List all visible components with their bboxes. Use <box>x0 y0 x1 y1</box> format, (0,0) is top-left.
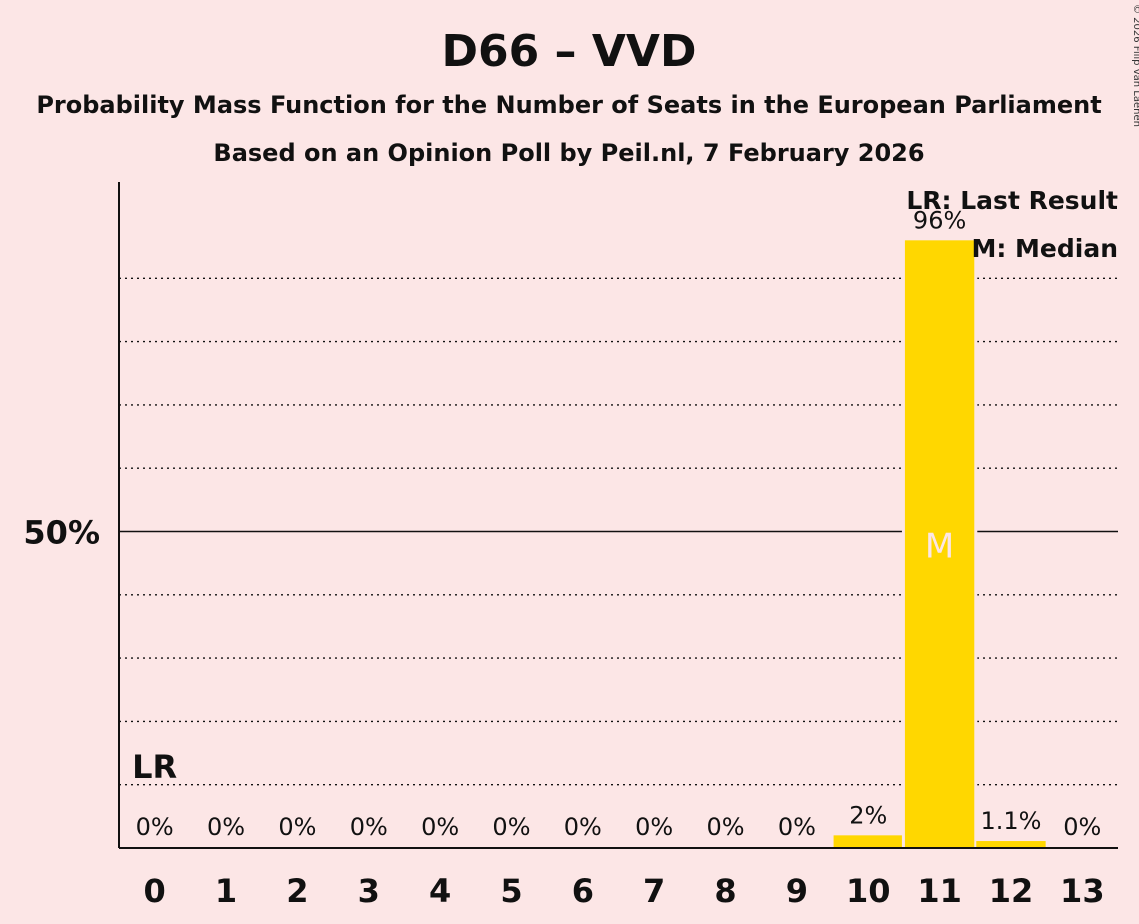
copyright-notice: © 2026 Filip van Laenen <box>1131 4 1139 127</box>
bar-10 <box>833 835 903 848</box>
x-tick-labels: 0 1 2 3 4 5 6 7 8 9 10 11 12 13 <box>144 872 1105 910</box>
x-tick-label-4: 4 <box>429 872 451 910</box>
data-label-7: 0% <box>635 813 673 841</box>
x-tick-label-0: 0 <box>144 872 166 910</box>
last-result-marker: LR <box>132 748 177 786</box>
data-label-3: 0% <box>350 813 388 841</box>
data-label-1: 0% <box>207 813 245 841</box>
bar-12 <box>976 841 1046 848</box>
y-tick-label-50: 50% <box>23 514 100 552</box>
x-tick-label-6: 6 <box>572 872 594 910</box>
data-label-11: 96% <box>913 206 966 234</box>
legend-median: M: Median <box>971 234 1118 263</box>
x-tick-label-2: 2 <box>286 872 308 910</box>
data-label-0: 0% <box>136 813 174 841</box>
x-tick-label-5: 5 <box>500 872 522 910</box>
x-tick-label-1: 1 <box>215 872 237 910</box>
bar-11 <box>904 240 975 848</box>
data-label-6: 0% <box>564 813 602 841</box>
x-tick-label-8: 8 <box>714 872 736 910</box>
x-tick-label-12: 12 <box>989 872 1034 910</box>
chart-subtitle-1: Probability Mass Function for the Number… <box>36 91 1101 119</box>
data-label-8: 0% <box>706 813 744 841</box>
chart-subtitle-2: Based on an Opinion Poll by Peil.nl, 7 F… <box>213 139 924 167</box>
legend-last-result: LR: Last Result <box>906 186 1118 215</box>
data-label-12: 1.1% <box>980 807 1041 835</box>
x-tick-label-11: 11 <box>917 872 962 910</box>
gridlines <box>119 277 1118 786</box>
bars <box>833 240 1046 848</box>
data-label-13: 0% <box>1063 813 1101 841</box>
data-label-2: 0% <box>278 813 316 841</box>
chart-title: D66 – VVD <box>441 26 696 77</box>
x-tick-label-10: 10 <box>846 872 891 910</box>
median-marker: M <box>925 527 954 567</box>
x-tick-label-3: 3 <box>358 872 380 910</box>
data-label-10: 2% <box>849 801 887 829</box>
data-label-9: 0% <box>778 813 816 841</box>
x-tick-label-13: 13 <box>1060 872 1105 910</box>
x-tick-label-9: 9 <box>786 872 808 910</box>
data-label-4: 0% <box>421 813 459 841</box>
x-tick-label-7: 7 <box>643 872 665 910</box>
data-label-5: 0% <box>492 813 530 841</box>
data-labels: 0% 0% 0% 0% 0% 0% 0% 0% 0% 0% 2% 96% 1.1% 0% M LR <box>132 206 1101 841</box>
